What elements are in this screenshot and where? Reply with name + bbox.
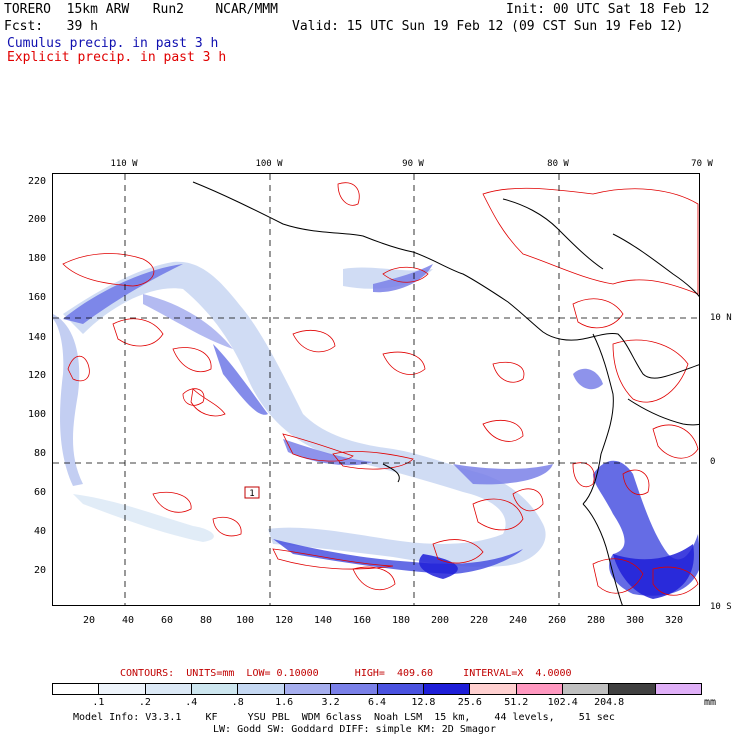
x-tick: 80 (199, 615, 213, 626)
x-tick: 20 (82, 615, 96, 626)
header-forecast-hour: Fcst: 39 h (4, 19, 98, 34)
x-tick: 60 (160, 615, 174, 626)
legend-swatch (423, 684, 471, 694)
legend-swatch (238, 684, 285, 694)
lon-label-80w: 80 W (547, 159, 569, 169)
legend-unit: mm (704, 697, 717, 708)
legend-label: 102.4 (547, 697, 578, 708)
y-tick: 80 (33, 448, 46, 459)
y-tick: 140 (27, 332, 46, 343)
precip-map-canvas: 1 (53, 174, 699, 605)
legend-label: 25.6 (457, 697, 482, 708)
lat-label-10n: 10 N (710, 313, 732, 323)
lon-label-100w: 100 W (255, 159, 283, 169)
y-tick: 200 (27, 214, 46, 225)
x-tick: 220 (469, 615, 489, 626)
y-tick: 60 (33, 487, 46, 498)
cumulus-precip-field (53, 261, 699, 599)
legend-label: 3.2 (321, 697, 340, 708)
lat-label-0: 0 (710, 457, 716, 467)
precip-color-legend (52, 683, 702, 695)
legend-swatch (331, 684, 378, 694)
lat-label-10s: 10 S (710, 602, 732, 612)
legend-swatch (192, 684, 239, 694)
legend-label: .1 (92, 697, 105, 708)
legend-label: 12.8 (411, 697, 436, 708)
legend-swatch (609, 684, 656, 694)
x-tick: 180 (391, 615, 411, 626)
legend-swatch (53, 684, 100, 694)
point-marker-label: 1 (249, 489, 254, 499)
lat-lon-grid (53, 174, 699, 605)
header-valid-time: Valid: 15 UTC Sun 19 Feb 12 (09 CST Sun … (292, 19, 684, 34)
legend-swatch (99, 684, 146, 694)
legend-label: 51.2 (504, 697, 529, 708)
explicit-precip-label: Explicit precip. in past 3 h (7, 50, 227, 65)
lon-label-70w: 70 W (691, 159, 713, 169)
precip-map: 1 (52, 173, 700, 606)
legend-label: .8 (231, 697, 244, 708)
x-tick: 200 (430, 615, 450, 626)
legend-label: 204.8 (594, 697, 625, 708)
legend-swatch (377, 684, 424, 694)
x-tick: 320 (664, 615, 684, 626)
y-tick: 40 (33, 526, 46, 537)
y-tick: 180 (27, 253, 46, 264)
legend-swatch (655, 684, 702, 694)
legend-swatch (145, 684, 193, 694)
coastlines (192, 181, 699, 605)
contours-info: CONTOURS: UNITS=mm LOW= 0.10000 HIGH= 40… (120, 668, 572, 679)
y-tick: 220 (27, 176, 46, 187)
lon-label-90w: 90 W (402, 159, 424, 169)
x-tick: 100 (235, 615, 255, 626)
y-tick: 100 (27, 409, 46, 420)
x-tick: 300 (625, 615, 645, 626)
header-init-time: Init: 00 UTC Sat 18 Feb 12 (506, 2, 710, 17)
model-info-line2: LW: Godd SW: Goddard DIFF: simple KM: 2D… (213, 724, 496, 735)
cumulus-precip-label: Cumulus precip. in past 3 h (7, 36, 219, 51)
legend-swatch (562, 684, 610, 694)
y-tick: 120 (27, 370, 46, 381)
x-tick: 160 (352, 615, 372, 626)
x-tick: 140 (313, 615, 333, 626)
legend-swatch (516, 684, 563, 694)
header-title: TORERO 15km ARW Run2 NCAR/MMM (4, 2, 278, 17)
legend-label: .4 (185, 697, 198, 708)
x-tick: 280 (586, 615, 606, 626)
y-tick: 20 (33, 565, 46, 576)
explicit-precip-contours (62, 182, 699, 596)
x-tick: 40 (121, 615, 135, 626)
lon-label-110w: 110 W (110, 159, 138, 169)
x-tick: 120 (274, 615, 294, 626)
legend-label: .2 (138, 697, 151, 708)
x-tick: 260 (547, 615, 567, 626)
model-info-line1: Model Info: V3.3.1 KF YSU PBL WDM 6class… (73, 712, 615, 723)
legend-label: 1.6 (275, 697, 294, 708)
legend-swatch (470, 684, 517, 694)
legend-swatch (284, 684, 332, 694)
x-tick: 240 (508, 615, 528, 626)
point-marker-box (244, 486, 260, 499)
legend-label: 6.4 (367, 697, 387, 708)
y-tick: 160 (27, 292, 46, 303)
